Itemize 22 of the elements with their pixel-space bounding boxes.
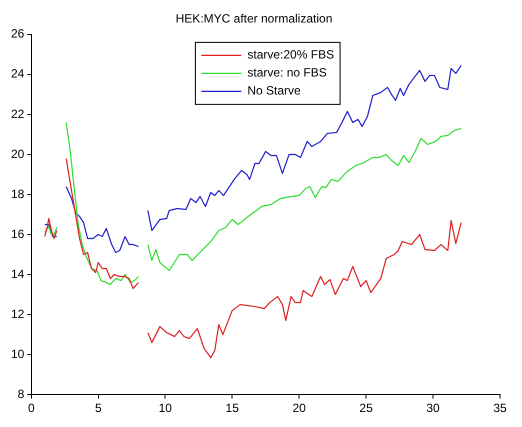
x-tick-label: 15: [226, 401, 240, 416]
y-tick-label: 12: [10, 306, 25, 321]
y-tick-label: 10: [10, 346, 25, 361]
y-tick-label: 14: [10, 266, 25, 281]
y-tick-label: 26: [10, 26, 25, 41]
x-tick-label: 10: [158, 401, 172, 416]
x-tick-label: 25: [359, 401, 374, 416]
y-tick-label: 22: [10, 106, 25, 121]
y-tick-label: 18: [10, 186, 25, 201]
x-tick-label: 30: [426, 401, 440, 416]
legend-label: No Starve: [247, 84, 302, 98]
chart-title: HEK:MYC after normalization: [176, 12, 332, 26]
x-tick-label: 20: [292, 401, 306, 416]
x-tick-label: 35: [493, 401, 507, 416]
y-tick-label: 24: [10, 66, 25, 81]
y-tick-label: 16: [10, 226, 25, 241]
x-tick-label: 0: [28, 401, 36, 416]
legend-label: starve:20% FBS: [247, 48, 334, 62]
x-tick-label: 5: [94, 401, 102, 416]
y-tick-label: 8: [18, 386, 25, 401]
y-tick-label: 20: [10, 146, 25, 161]
legend-label: starve: no FBS: [247, 66, 327, 80]
